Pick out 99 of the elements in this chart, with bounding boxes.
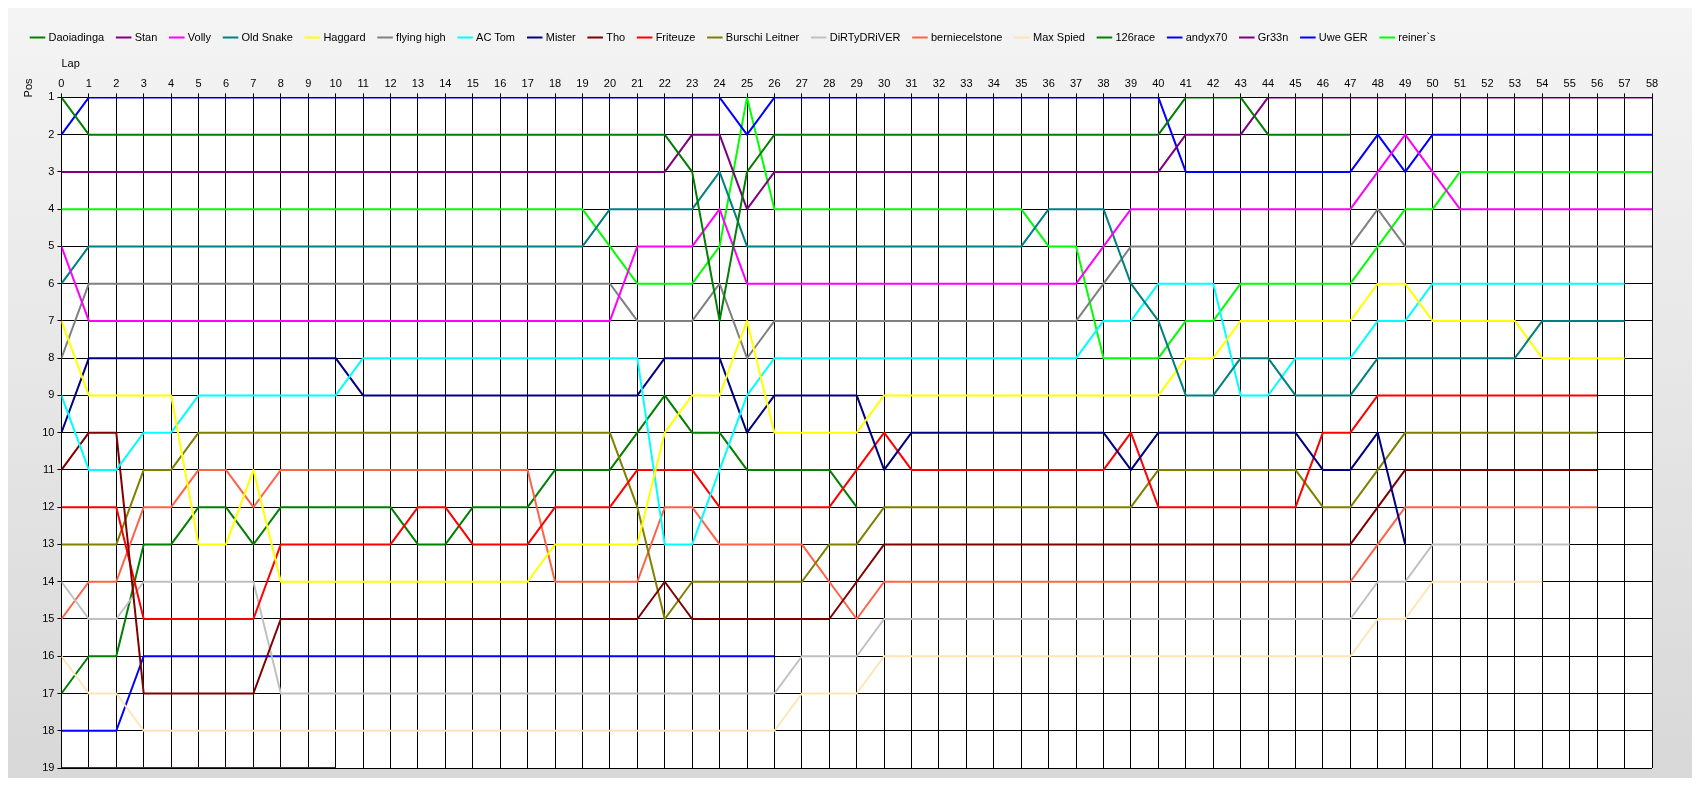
x-tick-label: 17 xyxy=(521,76,534,89)
x-tick-label: 20 xyxy=(603,76,617,89)
y-tick-label: 4 xyxy=(48,202,55,215)
x-tick-label: 23 xyxy=(686,76,699,89)
x-tick-label: 44 xyxy=(1261,76,1275,89)
x-tick-label: 7 xyxy=(250,76,257,89)
x-tick-label: 54 xyxy=(1536,76,1549,89)
legend-label: Volly xyxy=(187,30,212,43)
x-tick-label: 15 xyxy=(466,76,479,89)
x-tick-label: 43 xyxy=(1234,76,1247,89)
x-tick-label: 28 xyxy=(823,76,836,89)
x-tick-label: 37 xyxy=(1069,76,1083,89)
x-tick-label: 32 xyxy=(932,76,946,89)
x-tick-label: 35 xyxy=(1015,76,1028,89)
y-tick-label: 19 xyxy=(42,761,55,774)
y-tick-label: 12 xyxy=(42,500,55,513)
x-tick-label: 46 xyxy=(1316,76,1330,89)
y-tick-label: 6 xyxy=(48,276,55,289)
x-tick-label: 56 xyxy=(1591,76,1604,89)
x-tick-label: 26 xyxy=(768,76,781,89)
y-tick-label: 15 xyxy=(42,612,55,625)
legend-label: Old Snake xyxy=(241,30,293,43)
legend-label: andyx70 xyxy=(1185,30,1228,43)
y-tick-label: 11 xyxy=(43,462,55,475)
y-tick-label: 5 xyxy=(48,239,55,252)
x-tick-label: 52 xyxy=(1481,76,1494,89)
y-tick-label: 3 xyxy=(48,164,55,177)
y-tick-label: 13 xyxy=(42,537,55,550)
x-tick-label: 10 xyxy=(329,76,342,89)
legend-label: Gr33n xyxy=(1257,30,1289,43)
x-tick-label: 12 xyxy=(384,76,397,89)
x-tick-label: 11 xyxy=(357,76,369,89)
x-tick-label: 18 xyxy=(548,76,562,89)
y-tick-label: 17 xyxy=(42,686,55,699)
x-tick-label: 53 xyxy=(1508,76,1522,89)
y-tick-label: 9 xyxy=(48,388,55,401)
legend-label: Mister xyxy=(545,30,577,43)
x-tick-label: 55 xyxy=(1563,76,1576,89)
legend-label: Stan xyxy=(134,30,158,43)
legend-label: AC Tom xyxy=(476,30,516,43)
x-tick-label: 30 xyxy=(878,76,891,89)
x-tick-label: 16 xyxy=(494,76,507,89)
x-tick-label: 34 xyxy=(987,76,1000,89)
x-tick-label: 29 xyxy=(850,76,863,89)
legend-label: reiner`s xyxy=(1398,30,1437,43)
x-tick-label: 36 xyxy=(1042,76,1055,89)
y-tick-label: 2 xyxy=(48,127,55,140)
y-tick-label: 1 xyxy=(48,90,55,103)
legend-label: DiRTyDRiVER xyxy=(829,30,901,43)
x-tick-label: 3 xyxy=(140,76,147,89)
x-tick-label: 33 xyxy=(960,76,973,89)
x-tick-label: 6 xyxy=(222,76,230,89)
legend-label: Daoiadinga xyxy=(48,30,106,43)
x-tick-label: 27 xyxy=(795,76,808,89)
x-tick-label: 40 xyxy=(1152,76,1165,89)
x-tick-label: 31 xyxy=(905,76,918,89)
legend-label: Tho xyxy=(606,30,626,43)
legend-label: Haggard xyxy=(323,30,366,43)
x-tick-label: 14 xyxy=(439,76,452,89)
x-tick-label: 24 xyxy=(713,76,726,89)
x-tick-label: 1 xyxy=(85,76,92,89)
x-tick-label: 8 xyxy=(277,76,284,89)
x-tick-label: 25 xyxy=(740,76,754,89)
y-tick-label: 18 xyxy=(42,723,55,736)
x-tick-label: 41 xyxy=(1179,76,1192,89)
x-tick-label: 21 xyxy=(631,76,644,89)
y-axis-title: Pos xyxy=(21,77,34,98)
legend-label: Burschi Leitner xyxy=(725,30,800,43)
legend-label: berniecelstone xyxy=(930,30,1003,43)
legend-label: Uwe GER xyxy=(1318,30,1368,43)
legend-label: flying high xyxy=(396,30,446,43)
x-tick-label: 42 xyxy=(1207,76,1220,89)
x-tick-label: 49 xyxy=(1399,76,1412,89)
x-tick-label: 0 xyxy=(58,76,65,89)
x-tick-label: 4 xyxy=(168,76,175,89)
y-tick-label: 7 xyxy=(48,313,55,326)
x-tick-label: 58 xyxy=(1645,76,1659,89)
x-tick-label: 45 xyxy=(1289,76,1302,89)
y-tick-label: 10 xyxy=(42,425,55,438)
x-tick-label: 5 xyxy=(195,76,202,89)
x-tick-label: 50 xyxy=(1426,76,1439,89)
x-tick-label: 19 xyxy=(576,76,589,89)
x-tick-label: 39 xyxy=(1124,76,1138,89)
x-tick-label: 48 xyxy=(1371,76,1384,89)
x-axis-title: Lap xyxy=(61,56,80,69)
x-tick-label: 47 xyxy=(1344,76,1357,89)
y-tick-label: 16 xyxy=(42,649,55,662)
legend-label: Friteuze xyxy=(655,30,696,43)
x-tick-label: 13 xyxy=(411,76,425,89)
legend-label: 126race xyxy=(1115,30,1156,43)
x-tick-label: 51 xyxy=(1453,76,1467,89)
y-tick-label: 14 xyxy=(42,574,55,587)
x-tick-label: 2 xyxy=(113,76,120,89)
legend-label: Max Spied xyxy=(1032,30,1085,43)
x-tick-label: 22 xyxy=(658,76,671,89)
x-tick-label: 9 xyxy=(305,76,312,89)
y-tick-label: 8 xyxy=(48,351,55,364)
x-tick-label: 57 xyxy=(1618,76,1631,89)
x-tick-label: 38 xyxy=(1097,76,1110,89)
